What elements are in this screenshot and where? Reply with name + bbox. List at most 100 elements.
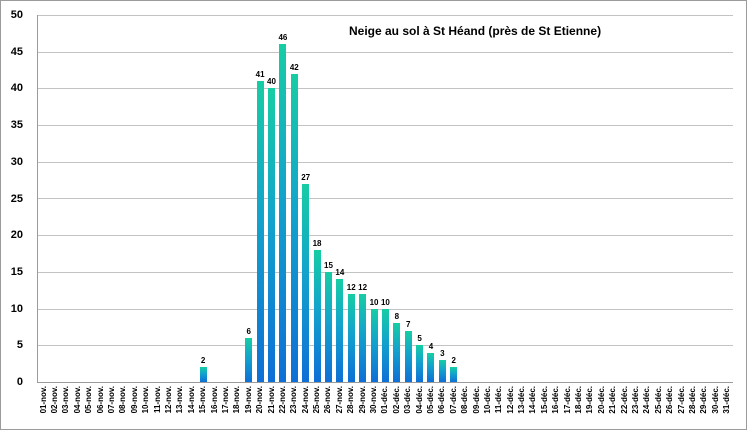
bar-cell: 5 (414, 15, 425, 382)
x-tick-cell: 23-nov. (289, 386, 300, 429)
bar-cell (186, 15, 197, 382)
x-tick-cell: 28-nov. (346, 386, 357, 429)
bar-value-label: 3 (440, 349, 445, 358)
bar (359, 294, 367, 382)
x-axis-tick-label: 18-déc. (574, 386, 584, 414)
bar-cell (209, 15, 220, 382)
x-axis-tick-label: 02-déc. (391, 386, 401, 414)
x-axis-tick-label: 19-nov. (243, 386, 253, 414)
x-tick-cell: 16-déc. (551, 386, 562, 429)
bar-cell: 14 (334, 15, 345, 382)
bar (268, 88, 275, 382)
bar-cell: 12 (357, 15, 368, 382)
bar (245, 338, 253, 382)
bar-value-label: 12 (358, 283, 368, 292)
bar-cell: 46 (277, 15, 288, 382)
x-axis-tick-label: 05-nov. (84, 386, 94, 414)
x-axis-tick-label: 05-déc. (425, 386, 435, 414)
bar-value-label: 40 (267, 77, 276, 86)
x-tick-cell: 19-déc. (585, 386, 596, 429)
y-axis-tick-label: 30 (10, 155, 23, 168)
bar-cell (630, 15, 641, 382)
chart-title: Neige au sol à St Héand (près de St Etie… (349, 24, 602, 38)
x-tick-cell: 19-nov. (243, 386, 254, 429)
x-axis-tick-label: 19-déc. (585, 386, 595, 414)
bar-cell (152, 15, 163, 382)
x-tick-cell: 29-déc. (699, 386, 710, 429)
x-axis-tick-label: 10-nov. (141, 386, 151, 414)
bar-cell: 4 (425, 15, 436, 382)
bar-cell (653, 15, 664, 382)
x-tick-cell: 08-nov. (118, 386, 129, 429)
x-axis-tick-label: 11-nov. (152, 386, 162, 413)
bar-value-label: 10 (380, 298, 390, 307)
x-axis-tick-label: 29-nov. (357, 386, 367, 414)
bar-cell (551, 15, 562, 382)
x-tick-cell: 26-nov. (323, 386, 334, 429)
bar-value-label: 2 (200, 356, 206, 365)
bar-value-label: 10 (369, 298, 379, 307)
y-axis-tick-label: 5 (16, 339, 23, 352)
bar-value-label: 2 (451, 356, 456, 365)
bar (404, 331, 412, 382)
bar-cell (106, 15, 117, 382)
x-tick-cell: 17-nov. (220, 386, 231, 429)
bar-cell (687, 15, 698, 382)
x-tick-cell: 18-déc. (573, 386, 584, 429)
x-tick-cell: 31-déc. (721, 386, 732, 429)
bar-value-label: 46 (278, 33, 288, 42)
x-tick-cell: 02-nov. (49, 386, 60, 429)
x-axis-tick-label: 01-nov. (38, 386, 48, 414)
x-tick-cell: 11-nov. (152, 386, 163, 429)
x-axis-tick-label: 08-nov. (118, 386, 128, 414)
x-tick-cell: 14-nov. (186, 386, 197, 429)
x-axis-tick-label: 06-nov. (95, 386, 105, 414)
x-tick-cell: 20-déc. (596, 386, 607, 429)
x-tick-cell: 22-déc. (619, 386, 630, 429)
x-tick-cell: 14-déc. (528, 386, 539, 429)
bar-cell: 42 (289, 15, 300, 382)
x-tick-cell: 10-nov. (141, 386, 152, 429)
bar-cell (95, 15, 106, 382)
x-tick-cell: 15-nov. (197, 386, 208, 429)
bars-row: 2 6 41 40 46 42 27 18 15 14 12 12 10 10 8 7 5 4 3 2 (38, 15, 733, 382)
x-axis-tick-label: 17-nov. (220, 386, 230, 414)
x-axis-tick-label: 23-nov. (289, 386, 299, 414)
gridline (38, 88, 733, 89)
bar-cell (494, 15, 505, 382)
x-axis-tick-label: 03-nov. (61, 386, 71, 414)
y-axis-tick-label: 0 (16, 376, 23, 388)
bar (381, 309, 389, 382)
x-axis-tick-label: 25-nov. (312, 386, 322, 414)
bar-value-label: 14 (335, 268, 345, 277)
x-tick-cell: 26-déc. (664, 386, 675, 429)
x-axis-tick-label: 16-nov. (209, 386, 219, 414)
bar-cell (38, 15, 49, 382)
bar-cell: 7 (403, 15, 414, 382)
bar-cell (596, 15, 607, 382)
x-axis-tick-label: 23-déc. (631, 386, 640, 414)
bar-value-label: 7 (405, 320, 411, 329)
x-tick-cell: 30-nov. (368, 386, 379, 429)
bar (347, 294, 355, 382)
bar-value-label: 6 (246, 327, 251, 336)
bar-cell (721, 15, 732, 382)
bar-cell: 27 (300, 15, 311, 382)
x-tick-cell: 27-nov. (334, 386, 345, 429)
gridline (38, 198, 733, 199)
x-axis-tick-label: 13-déc. (517, 386, 527, 414)
x-tick-cell: 24-déc. (642, 386, 653, 429)
x-tick-cell: 12-déc. (505, 386, 516, 429)
plot-area: 2 6 41 40 46 42 27 18 15 14 12 12 10 10 8 7 5 4 3 2 (37, 15, 733, 383)
x-tick-cell: 27-déc. (676, 386, 687, 429)
bar-cell (232, 15, 243, 382)
x-tick-cell: 07-déc. (448, 386, 459, 429)
bar-value-label: 42 (289, 63, 299, 72)
x-tick-cell: 03-nov. (61, 386, 72, 429)
bar-value-label: 5 (417, 334, 422, 343)
bar (336, 279, 344, 382)
bar (279, 44, 287, 382)
bar-cell: 3 (437, 15, 448, 382)
x-axis-tick-label: 13-nov. (175, 386, 185, 414)
